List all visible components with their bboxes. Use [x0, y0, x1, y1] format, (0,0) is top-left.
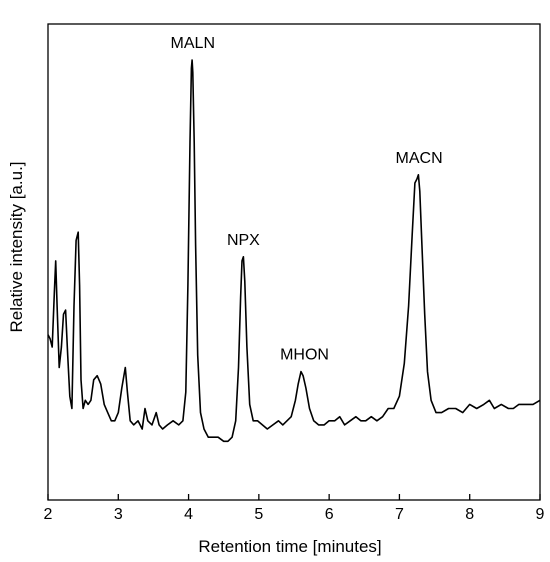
x-tick-label-3: 3: [114, 506, 123, 523]
plot-border: [47, 23, 541, 501]
chart-frame: [47, 23, 541, 501]
peak-label-macn: MACN: [396, 150, 443, 167]
peak-label-mhon: MHON: [280, 347, 329, 364]
x-tick-label-8: 8: [465, 506, 474, 523]
x-axis-label: Retention time [minutes]: [198, 537, 381, 556]
x-tick-label-7: 7: [395, 506, 404, 523]
series-line-0: [47, 59, 541, 443]
x-tick-label-4: 4: [184, 506, 193, 523]
peak-annotations: MALN NPX MHON MACN: [171, 35, 443, 364]
y-axis-label: Relative intensity [a.u.]: [7, 161, 26, 332]
x-axis-ticks: 2 3 4 5 6 7 8 9: [44, 494, 545, 523]
chromatogram-series: [47, 59, 541, 443]
peak-label-maln: MALN: [171, 35, 215, 52]
x-tick-label-2: 2: [44, 506, 53, 523]
x-tick-label-9: 9: [536, 506, 545, 523]
x-tick-label-5: 5: [254, 506, 263, 523]
peak-label-npx: NPX: [227, 232, 260, 249]
x-tick-label-6: 6: [325, 506, 334, 523]
